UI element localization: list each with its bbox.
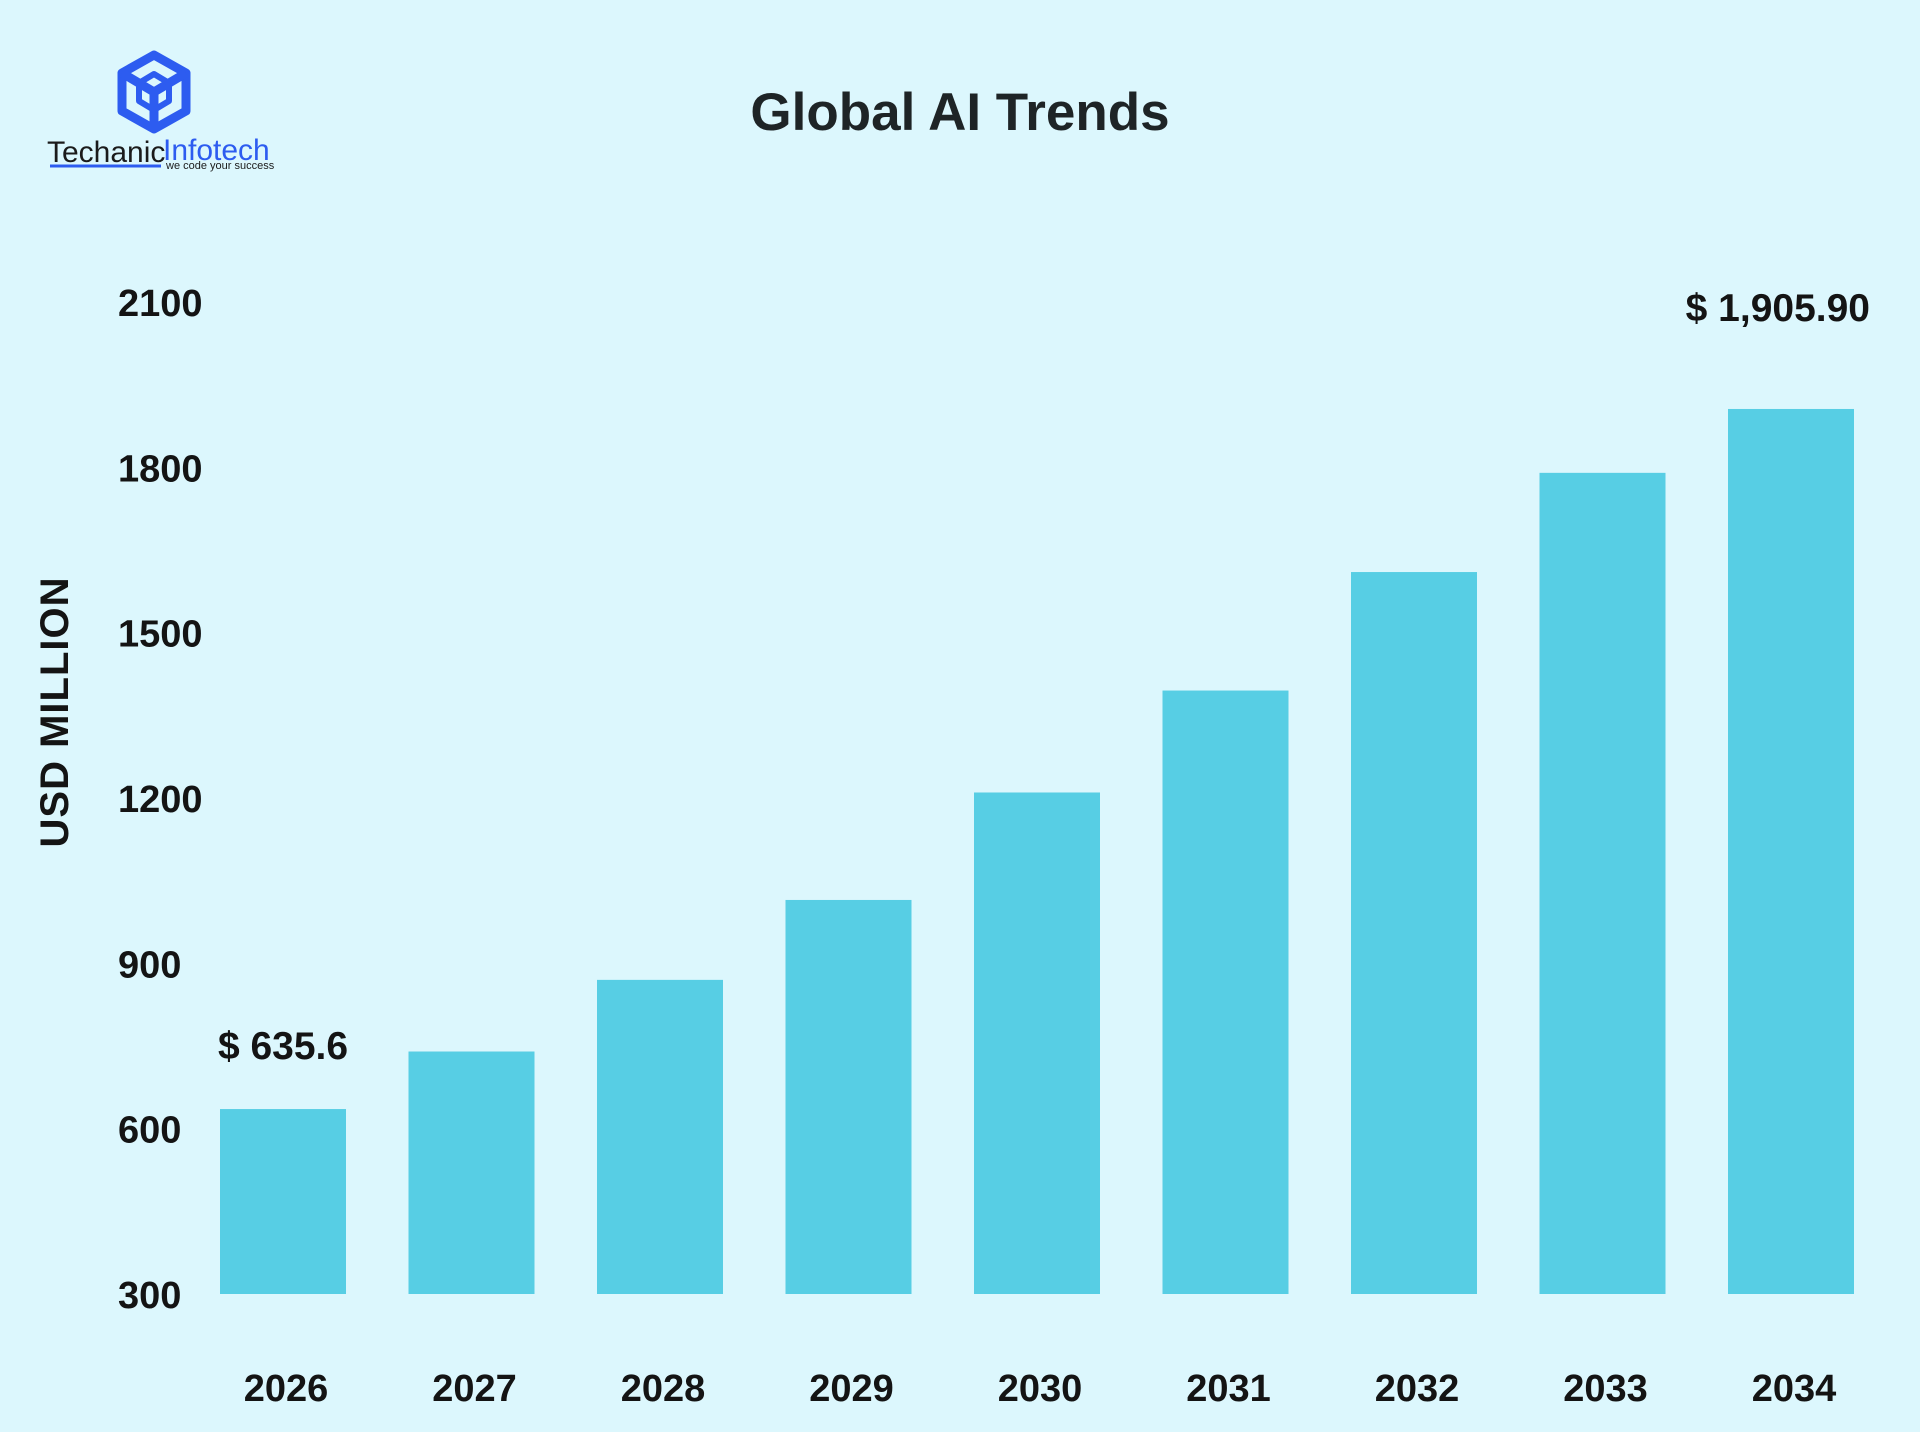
y-axis-ticks: 300 600 900 1200 1500 1800 2100 xyxy=(118,283,203,1317)
x-tick-label: 2027 xyxy=(432,1368,517,1410)
bar-2032 xyxy=(1351,572,1477,1294)
cube-logo-icon xyxy=(117,50,191,134)
bar-2029 xyxy=(785,899,912,1294)
bar-2028 xyxy=(597,979,723,1294)
bar-2030 xyxy=(974,792,1100,1294)
y-tick-label: 2100 xyxy=(118,283,203,325)
bar-2026 xyxy=(220,1109,346,1294)
x-tick-label: 2026 xyxy=(244,1368,329,1410)
bars xyxy=(220,408,1854,1294)
x-axis-ticks: 2026 2027 2028 2029 2030 2031 2032 2033 2034 xyxy=(244,1368,1837,1410)
bar-2031 xyxy=(1162,690,1289,1294)
y-tick-label: 300 xyxy=(118,1275,181,1317)
x-tick-label: 2031 xyxy=(1186,1368,1271,1410)
brand-name-part1: Techanic xyxy=(47,136,165,169)
data-labels: $ 635.6 $ 1,905.90 xyxy=(218,287,1870,1068)
bar-2034 xyxy=(1728,408,1854,1294)
brand-name-part2: Infotech xyxy=(163,134,270,167)
y-tick-label: 600 xyxy=(118,1110,181,1152)
x-tick-label: 2033 xyxy=(1563,1368,1648,1410)
data-label: $ 1,905.90 xyxy=(1686,287,1870,330)
y-tick-label: 1800 xyxy=(118,448,203,490)
x-tick-label: 2032 xyxy=(1375,1368,1460,1410)
brand-tagline: we code your success xyxy=(165,160,275,172)
bar-2033 xyxy=(1539,472,1666,1294)
x-tick-label: 2029 xyxy=(809,1368,894,1410)
y-tick-label: 1200 xyxy=(118,779,203,821)
bar-2027 xyxy=(408,1051,535,1294)
data-label: $ 635.6 xyxy=(218,1025,348,1068)
chart-title: Global AI Trends xyxy=(750,83,1169,142)
y-tick-label: 1500 xyxy=(118,614,203,656)
x-tick-label: 2030 xyxy=(998,1368,1083,1410)
x-tick-label: 2034 xyxy=(1752,1368,1837,1410)
y-axis-label: USD MILLION xyxy=(33,577,77,848)
y-tick-label: 900 xyxy=(118,944,181,986)
brand-logo: Techanic Infotech we code your success xyxy=(47,50,275,172)
x-tick-label: 2028 xyxy=(621,1368,706,1410)
